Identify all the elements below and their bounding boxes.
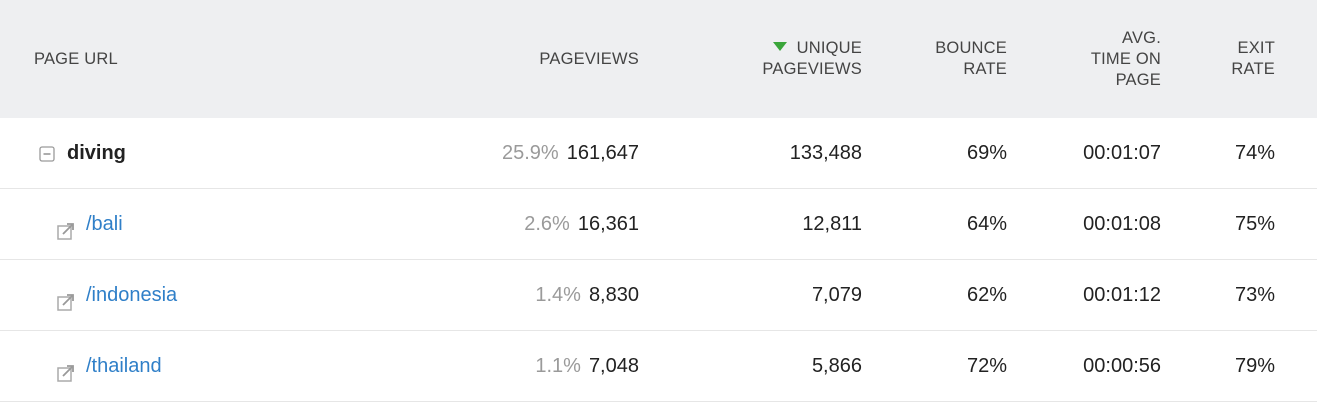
column-header[interactable]: EXIT RATE	[1231, 0, 1275, 118]
header-line: RATE	[963, 59, 1007, 80]
header-text: UNIQUE	[796, 39, 862, 57]
value-cell: 74%	[1235, 118, 1275, 188]
header-line: PAGEVIEWS	[539, 49, 639, 70]
cell-value: 73%	[1234, 283, 1275, 306]
cell-value: 161,647	[566, 141, 639, 164]
table-row: /indonesia 1.4% 8,830 7,079 62% 00:01:12 73%	[0, 260, 1317, 331]
cell-value: 7,048	[588, 354, 639, 377]
header-line: PAGE	[1116, 70, 1161, 91]
column-header[interactable]: UNIQUE PAGEVIEWS	[762, 0, 862, 118]
value-cell: 7,079	[812, 260, 862, 330]
cell-value: 00:00:56	[1083, 354, 1161, 377]
label-cell: diving	[67, 118, 126, 188]
header-line: PAGEVIEWS	[762, 59, 862, 80]
value-cell: 1.1% 7,048	[535, 331, 639, 401]
table-row: diving 25.9% 161,647 133,488 69% 00:01:07 74%	[0, 118, 1317, 189]
value-cell: 73%	[1235, 260, 1275, 330]
header-text: RATE	[1231, 60, 1275, 78]
header-line: RATE	[1231, 59, 1275, 80]
cell-value: 7,079	[811, 283, 862, 306]
table-header: PAGE URL PAGEVIEWS UNIQUE PAGEVIEWS BOUNCE RA…	[0, 0, 1317, 118]
header-line: AVG.	[1122, 28, 1161, 49]
column-header[interactable]: AVG. TIME ON PAGE	[1091, 0, 1161, 118]
share-percent: 1.1%	[535, 354, 581, 377]
cell-value: 8,830	[588, 283, 639, 306]
header-text: RATE	[963, 60, 1007, 78]
value-cell: 69%	[967, 118, 1007, 188]
header-text: PAGE	[1115, 70, 1161, 89]
cell-value: 12,811	[802, 212, 862, 235]
external-link-icon[interactable]	[56, 292, 76, 312]
header-text: EXIT	[1237, 39, 1275, 57]
column-header: PAGE URL	[34, 0, 118, 118]
cell-value: 00:01:07	[1083, 141, 1161, 164]
header-line: TIME ON	[1091, 49, 1161, 70]
value-cell: 2.6% 16,361	[524, 189, 639, 259]
value-cell: 5,866	[812, 331, 862, 401]
cell-value: 62%	[966, 283, 1007, 306]
share-percent: 1.4%	[535, 283, 581, 306]
value-cell: 1.4% 8,830	[535, 260, 639, 330]
value-cell: 12,811	[802, 189, 862, 259]
cell-value: 72%	[966, 354, 1007, 377]
label-cell: /thailand	[86, 331, 162, 401]
header-text: AVG.	[1121, 28, 1161, 47]
header-line: BOUNCE	[935, 38, 1007, 59]
label-cell: /indonesia	[86, 260, 177, 330]
collapse-icon[interactable]	[39, 146, 55, 162]
sort-indicator	[772, 42, 787, 51]
page-link[interactable]: /thailand	[86, 354, 162, 377]
external-link-icon[interactable]	[56, 363, 76, 383]
external-link-icon[interactable]	[56, 221, 76, 241]
value-cell: 133,488	[790, 118, 862, 188]
header-text: BOUNCE	[935, 39, 1007, 57]
header-line: UNIQUE	[772, 38, 862, 59]
value-cell: 00:01:07	[1083, 118, 1161, 188]
value-cell: 25.9% 161,647	[502, 118, 639, 188]
table-row: /thailand 1.1% 7,048 5,866 72% 00:00:56 79%	[0, 331, 1317, 402]
cell-value: 00:01:08	[1083, 212, 1161, 235]
value-cell: 00:01:12	[1083, 260, 1161, 330]
column-header[interactable]: BOUNCE RATE	[935, 0, 1007, 118]
cell-value: 75%	[1234, 212, 1275, 235]
header-line: PAGE URL	[34, 49, 118, 70]
cell-value: 133,488	[789, 141, 862, 164]
header-text: TIME ON	[1090, 49, 1161, 68]
value-cell: 75%	[1235, 189, 1275, 259]
header-text: PAGEVIEWS	[539, 49, 639, 68]
value-cell: 79%	[1235, 331, 1275, 401]
cell-value: 16,361	[577, 212, 639, 235]
value-cell: 00:01:08	[1083, 189, 1161, 259]
value-cell: 62%	[967, 260, 1007, 330]
page-link[interactable]: /indonesia	[86, 283, 178, 306]
header-text: PAGEVIEWS	[762, 60, 862, 78]
cell-value: 69%	[966, 141, 1007, 164]
share-percent: 25.9%	[501, 141, 559, 164]
header-text: PAGE URL	[34, 49, 118, 68]
cell-value: 5,866	[811, 354, 862, 377]
column-header[interactable]: PAGEVIEWS	[539, 0, 639, 118]
cell-value: 00:01:12	[1083, 283, 1161, 306]
cell-value: 64%	[966, 212, 1007, 235]
share-percent: 2.6%	[524, 212, 570, 235]
group-label[interactable]: diving	[67, 141, 126, 164]
cell-value: 79%	[1234, 354, 1275, 377]
value-cell: 72%	[967, 331, 1007, 401]
label-cell: /bali	[86, 189, 123, 259]
table-row: /bali 2.6% 16,361 12,811 64% 00:01:08 75%	[0, 189, 1317, 260]
page-link[interactable]: /bali	[86, 212, 123, 235]
header-line: EXIT	[1238, 38, 1275, 59]
cell-value: 74%	[1234, 141, 1275, 164]
value-cell: 00:00:56	[1083, 331, 1161, 401]
value-cell: 64%	[967, 189, 1007, 259]
